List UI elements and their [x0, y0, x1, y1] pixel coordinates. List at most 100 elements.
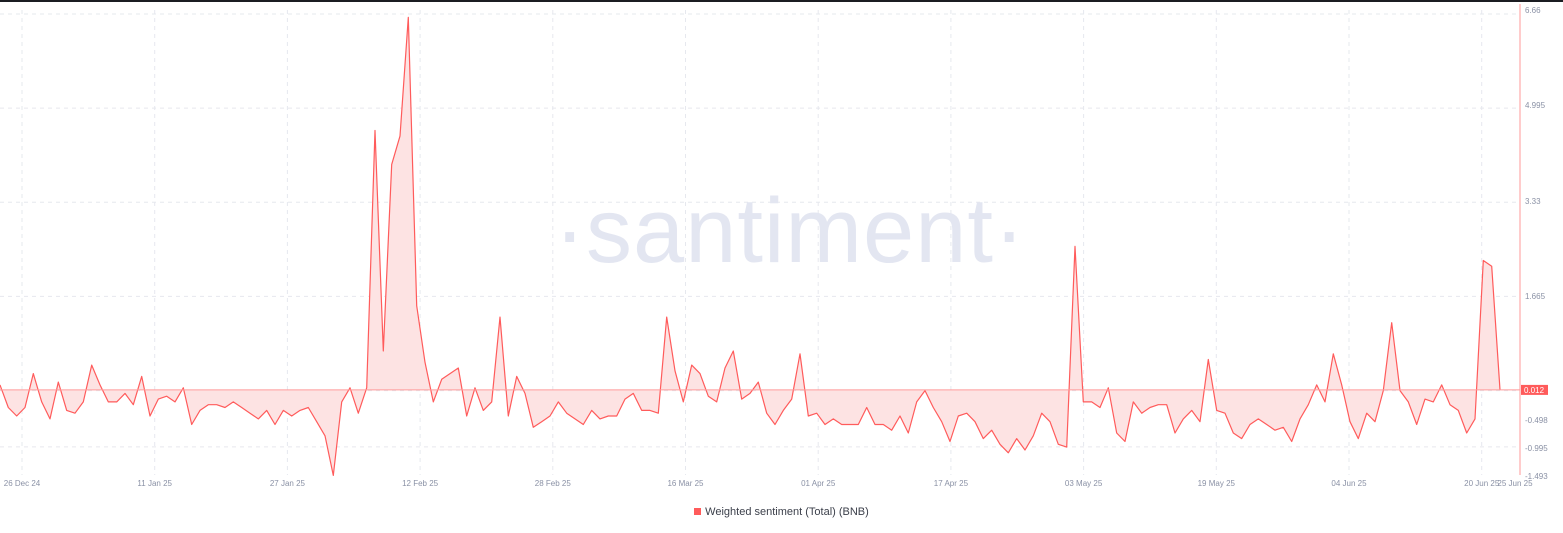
y-tick-label: 4.995	[1525, 101, 1546, 110]
series-point	[1408, 401, 1409, 402]
series-point	[558, 401, 559, 402]
series-point	[241, 407, 242, 408]
series-point	[649, 410, 650, 411]
series-point	[841, 424, 842, 425]
series-point	[699, 373, 700, 374]
series-point	[108, 401, 109, 402]
series-point	[691, 365, 692, 366]
series-point	[641, 410, 642, 411]
series-point	[308, 407, 309, 408]
series-point	[874, 424, 875, 425]
x-axis-ticks: 26 Dec 24 11 Jan 25 27 Jan 25 12 Feb 25 28 F…	[4, 479, 1533, 488]
series-point	[549, 415, 550, 416]
series-point	[758, 382, 759, 383]
series-point	[1399, 390, 1400, 391]
series-point	[883, 424, 884, 425]
series-point	[724, 367, 725, 368]
series-point	[191, 424, 192, 425]
series-area	[0, 16, 1501, 476]
series-point	[833, 418, 834, 419]
series-point	[149, 415, 150, 416]
series-point	[774, 424, 775, 425]
y-tick-label: 1.665	[1525, 292, 1546, 301]
series-point	[1058, 444, 1059, 445]
series-point	[299, 410, 300, 411]
series-point	[1074, 246, 1075, 247]
series-point	[8, 407, 9, 408]
series-point	[633, 393, 634, 394]
series-point	[599, 418, 600, 419]
series-point	[324, 435, 325, 436]
series-point	[941, 421, 942, 422]
series-point	[1083, 401, 1084, 402]
series-point	[1091, 401, 1092, 402]
series-point	[1041, 413, 1042, 414]
series-point	[1099, 407, 1100, 408]
series-point	[999, 444, 1000, 445]
series-point	[266, 410, 267, 411]
series-point	[974, 421, 975, 422]
series-point	[858, 424, 859, 425]
series-point	[1316, 384, 1317, 385]
x-tick-label: 16 Mar 25	[667, 479, 704, 488]
series-point	[1324, 401, 1325, 402]
series-point	[866, 407, 867, 408]
series-point	[824, 424, 825, 425]
series-point	[166, 396, 167, 397]
series-point	[1374, 421, 1375, 422]
series-point	[41, 401, 42, 402]
series-point	[891, 430, 892, 431]
series-point	[708, 396, 709, 397]
series-point	[924, 390, 925, 391]
series-point	[1158, 404, 1159, 405]
series-point	[533, 427, 534, 428]
series-point	[1308, 404, 1309, 405]
series-point	[1433, 401, 1434, 402]
series-point	[183, 387, 184, 388]
series-point	[1208, 359, 1209, 360]
series-point	[1299, 418, 1300, 419]
last-value-label: 0.012	[1524, 386, 1545, 395]
series-point	[733, 350, 734, 351]
series-point	[808, 415, 809, 416]
series-point	[74, 413, 75, 414]
chart-legend[interactable]: Weighted sentiment (Total) (BNB)	[0, 506, 1563, 518]
series-point	[441, 379, 442, 380]
series-point	[1266, 424, 1267, 425]
series-point	[1233, 432, 1234, 433]
series-point	[1116, 432, 1117, 433]
series-point	[449, 373, 450, 374]
series-point	[1174, 432, 1175, 433]
series-point	[583, 424, 584, 425]
series-point	[1191, 410, 1192, 411]
series-point	[899, 415, 900, 416]
series-point	[1466, 432, 1467, 433]
series-point	[491, 401, 492, 402]
series-point	[1274, 430, 1275, 431]
x-tick-label: 12 Feb 25	[402, 479, 439, 488]
series-point	[66, 410, 67, 411]
series-point	[908, 432, 909, 433]
x-tick-label: 04 Jun 25	[1331, 479, 1367, 488]
series-point	[233, 401, 234, 402]
series-point	[216, 404, 217, 405]
series-point	[949, 441, 950, 442]
series-point	[966, 413, 967, 414]
series-point	[1358, 438, 1359, 439]
series-point	[1499, 389, 1500, 390]
series-point	[1383, 390, 1384, 391]
series-point	[58, 382, 59, 383]
series-point	[541, 421, 542, 422]
series-point	[258, 418, 259, 419]
series-point	[666, 317, 667, 318]
series-point	[133, 404, 134, 405]
series-point	[849, 424, 850, 425]
series-point	[1016, 438, 1017, 439]
series-point	[283, 410, 284, 411]
santiment-watermark: ·santiment·	[554, 180, 1025, 282]
series-point	[208, 404, 209, 405]
series-point	[116, 401, 117, 402]
series-point	[1224, 413, 1225, 414]
series-point	[1216, 410, 1217, 411]
series-point	[1024, 449, 1025, 450]
